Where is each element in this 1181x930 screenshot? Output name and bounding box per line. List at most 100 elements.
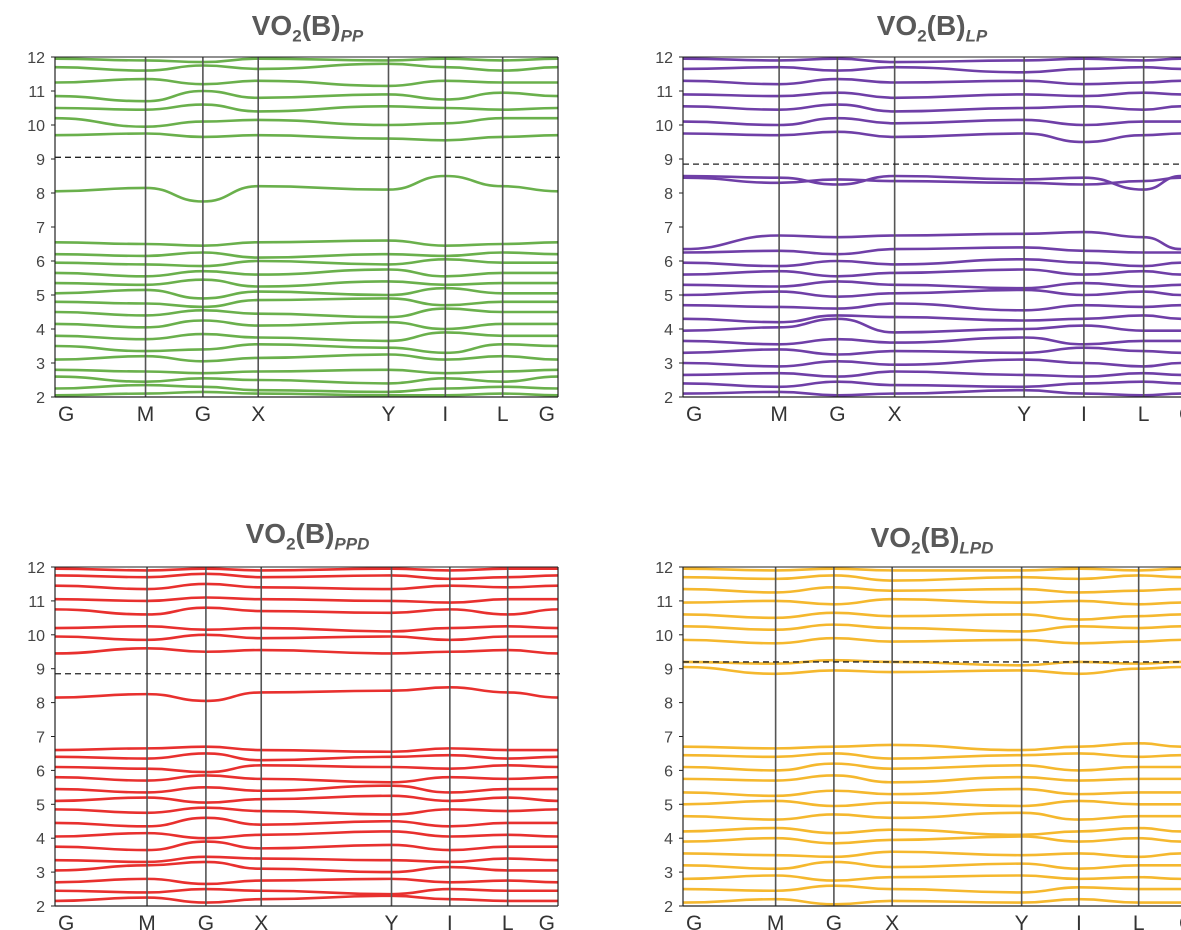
band-line-4 <box>683 860 1181 871</box>
k-point-label: G <box>58 403 74 426</box>
k-point-label: I <box>447 912 453 930</box>
band-line-10 <box>683 787 1181 798</box>
band-line-1 <box>683 897 1181 906</box>
k-point-label: L <box>1138 403 1150 426</box>
y-tick-label: 2 <box>664 899 673 916</box>
y-tick-label: 8 <box>36 186 45 203</box>
k-point-label: L <box>1133 912 1145 930</box>
chart-title-lp: VO2(B)LP <box>876 10 988 46</box>
band-line-17 <box>683 174 1181 191</box>
k-point-label: M <box>138 912 156 930</box>
band-line-20 <box>683 597 1181 606</box>
y-tick-label: 8 <box>664 186 673 203</box>
y-tick-label: 8 <box>664 696 673 713</box>
y-tick-label: 5 <box>36 797 45 814</box>
band-structure-panel-pp: VO2(B)PP 2 3 4 5 6 7 8 9 10 11 12 G M G X Y I L G <box>0 0 590 440</box>
band-line-18 <box>683 623 1181 633</box>
band-line-9 <box>683 799 1181 808</box>
band-structure-plot-ppd: 2 3 4 5 6 7 8 9 10 11 12 G M G X Y I L G <box>27 560 560 930</box>
band-line-13 <box>683 752 1181 760</box>
y-tick-label: 5 <box>664 288 673 305</box>
band-line-7 <box>683 826 1181 837</box>
band-line-2 <box>683 884 1181 894</box>
band-line-23 <box>683 567 1181 572</box>
k-point-label: X <box>254 912 268 930</box>
band-line-21 <box>683 586 1181 594</box>
k-point-label: G <box>686 403 702 426</box>
y-tick-label: 11 <box>656 84 673 101</box>
y-tick-label: 3 <box>36 356 45 373</box>
k-point-label: L <box>502 912 514 930</box>
band-line-22 <box>683 574 1181 582</box>
y-tick-label: 11 <box>656 594 673 611</box>
y-tick-label: 11 <box>28 594 45 611</box>
chart-title-pp: VO2(B)PP <box>251 10 364 46</box>
y-tick-label: 2 <box>36 899 45 916</box>
band-line-3 <box>683 874 1181 882</box>
y-tick-label: 6 <box>664 763 673 780</box>
k-point-label: G <box>826 912 842 930</box>
k-point-label: G <box>1179 403 1181 426</box>
y-tick-label: 12 <box>27 560 45 577</box>
y-tick-label: 6 <box>36 254 45 271</box>
band-line-15 <box>683 665 1181 676</box>
band-line-5 <box>683 850 1181 859</box>
y-tick-label: 2 <box>664 390 673 407</box>
y-tick-label: 5 <box>36 288 45 305</box>
k-point-label: G <box>539 403 555 426</box>
k-point-label: G <box>686 912 702 930</box>
band-line-6 <box>683 835 1181 845</box>
band-structure-plot-lp: 2 3 4 5 6 7 8 9 10 11 12 G M G X Y I L G <box>655 50 1181 426</box>
y-tick-label: 5 <box>664 797 673 814</box>
y-tick-label: 4 <box>36 831 45 848</box>
y-tick-label: 8 <box>36 696 45 713</box>
k-point-label: G <box>198 912 214 930</box>
k-point-label: X <box>251 403 265 426</box>
y-tick-label: 7 <box>36 220 45 237</box>
band-group <box>683 567 1181 906</box>
y-tick-label: 9 <box>36 662 45 679</box>
band-line-12 <box>683 762 1181 772</box>
k-point-label: G <box>539 912 555 930</box>
y-tick-label: 2 <box>36 390 45 407</box>
y-tick-label: 7 <box>664 220 673 237</box>
band-line-17 <box>55 174 558 203</box>
k-point-label: G <box>1179 912 1181 930</box>
y-tick-label: 10 <box>27 118 45 135</box>
k-point-label: Y <box>381 403 395 426</box>
y-tick-label: 3 <box>664 865 673 882</box>
y-tick-label: 9 <box>664 662 673 679</box>
y-tick-label: 4 <box>664 831 673 848</box>
band-structure-plot-pp: 2 3 4 5 6 7 8 9 10 11 12 G M G X Y I L G <box>27 50 560 426</box>
k-point-label: Y <box>1015 912 1029 930</box>
y-tick-label: 7 <box>36 730 45 747</box>
chart-title-lpd: VO2(B)LPD <box>870 522 994 558</box>
k-point-label: X <box>888 403 902 426</box>
y-tick-label: 10 <box>655 118 673 135</box>
band-line-8 <box>683 811 1181 821</box>
k-point-label: Y <box>1017 403 1031 426</box>
y-tick-label: 10 <box>27 628 45 645</box>
k-point-label: L <box>497 403 509 426</box>
y-tick-label: 12 <box>655 560 673 577</box>
k-point-label: M <box>137 403 155 426</box>
y-tick-label: 9 <box>36 152 45 169</box>
k-point-label: G <box>58 912 74 930</box>
y-tick-label: 12 <box>655 50 673 67</box>
band-line-11 <box>683 774 1181 784</box>
y-tick-label: 11 <box>28 84 45 101</box>
k-point-label: X <box>885 912 899 930</box>
chart-title-ppd: VO2(B)PPD <box>245 518 370 554</box>
band-line-16 <box>683 658 1181 667</box>
y-tick-label: 3 <box>664 356 673 373</box>
k-point-label: Y <box>384 912 398 930</box>
y-tick-label: 4 <box>664 322 673 339</box>
y-tick-label: 3 <box>36 865 45 882</box>
y-tick-label: 7 <box>664 730 673 747</box>
y-tick-label: 9 <box>664 152 673 169</box>
band-structure-panel-lp: VO2(B)LP 2 3 4 5 6 7 8 9 10 11 12 G M G X Y I L G <box>0 0 1181 440</box>
y-tick-label: 12 <box>27 50 45 67</box>
k-point-label: M <box>767 912 785 930</box>
